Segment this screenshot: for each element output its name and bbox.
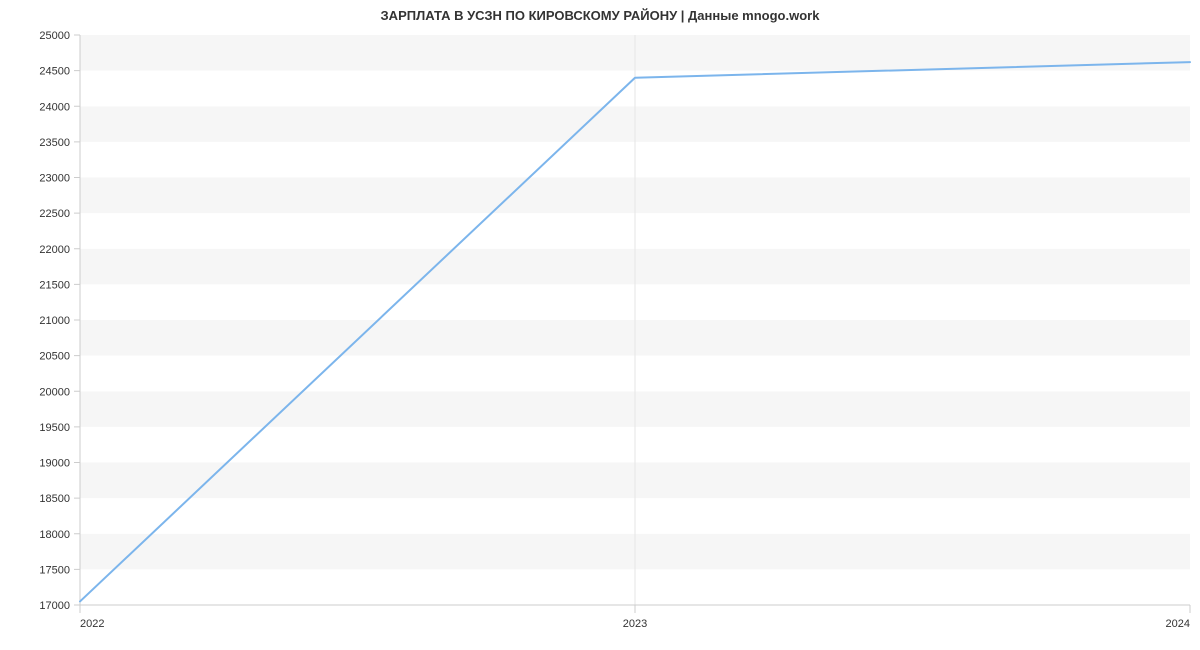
y-tick-label: 23000 xyxy=(39,173,70,185)
y-tick-label: 24500 xyxy=(39,66,70,78)
salary-line-chart: ЗАРПЛАТА В УСЗН ПО КИРОВСКОМУ РАЙОНУ | Д… xyxy=(0,0,1200,650)
y-tick-label: 19500 xyxy=(39,422,70,434)
chart-title: ЗАРПЛАТА В УСЗН ПО КИРОВСКОМУ РАЙОНУ | Д… xyxy=(0,8,1200,23)
y-tick-label: 18500 xyxy=(39,493,70,505)
y-tick-label: 17500 xyxy=(39,564,70,576)
y-tick-label: 22000 xyxy=(39,244,70,256)
y-tick-label: 17000 xyxy=(39,600,70,612)
x-tick-label: 2022 xyxy=(80,618,104,630)
x-tick-label: 2024 xyxy=(1166,618,1190,630)
y-tick-label: 20500 xyxy=(39,351,70,363)
y-tick-label: 20000 xyxy=(39,386,70,398)
y-tick-label: 24000 xyxy=(39,101,70,113)
chart-svg: 17000 17500 18000 18500 19000 19500 20000 20500… xyxy=(0,0,1200,650)
x-tick-label: 2023 xyxy=(623,618,647,630)
y-tick-label: 23500 xyxy=(39,137,70,149)
y-tick-label: 22500 xyxy=(39,208,70,220)
y-tick-label: 21000 xyxy=(39,315,70,327)
y-tick-label: 21500 xyxy=(39,279,70,291)
y-tick-label: 18000 xyxy=(39,529,70,541)
y-tick-label: 19000 xyxy=(39,458,70,470)
y-tick-label: 25000 xyxy=(39,30,70,42)
